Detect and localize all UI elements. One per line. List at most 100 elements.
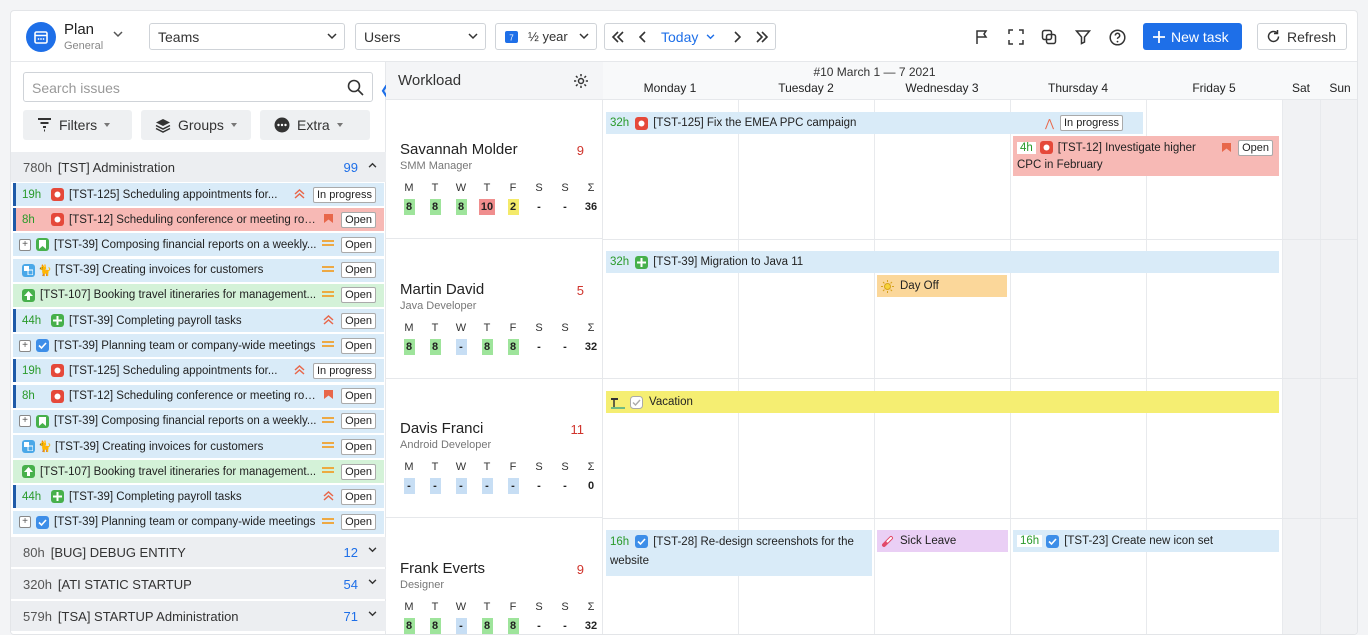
overlap-icon[interactable]	[1038, 26, 1060, 48]
status-badge[interactable]: Open	[341, 287, 376, 304]
period-select[interactable]: 7 ½ year	[495, 23, 597, 50]
last-period-button[interactable]	[749, 23, 776, 50]
search-input[interactable]: Search issues	[23, 72, 373, 102]
priority-medium-icon	[321, 264, 335, 277]
event-vacation[interactable]: Vacation	[606, 391, 1279, 413]
chevron-down-icon[interactable]	[368, 611, 377, 617]
issue-row[interactable]: [TST-107] Booking travel itineraries for…	[13, 460, 384, 484]
status-badge[interactable]: Open	[341, 388, 376, 405]
gear-icon[interactable]	[573, 73, 589, 89]
issue-row[interactable]: [TST-107] Booking travel itineraries for…	[13, 283, 384, 307]
issue-row[interactable]: + [TST-39] Composing financial reports on…	[13, 409, 384, 433]
issue-row[interactable]: 🐈 [TST-39] Creating invoices for customer…	[13, 258, 384, 282]
expand-icon[interactable]: +	[19, 516, 31, 529]
filters-button[interactable]: Filters	[23, 110, 132, 140]
plan-title[interactable]: Plan	[64, 21, 95, 38]
day-letter: F	[509, 461, 517, 473]
workload-value: 8	[429, 617, 441, 634]
status-badge[interactable]: Open	[341, 262, 376, 279]
event-sick-leave[interactable]: Sick Leave	[877, 530, 1008, 552]
refresh-button[interactable]: Refresh	[1257, 23, 1347, 50]
expand-icon[interactable]: +	[19, 339, 31, 352]
event-tst-12[interactable]: 4h [TST-12] Investigate higher Open CPC …	[1013, 136, 1279, 176]
person-name[interactable]: Davis Franci	[400, 420, 484, 437]
issue-row[interactable]: 8h [TST-12] Scheduling conference or meet…	[13, 208, 384, 232]
today-button[interactable]: Today	[655, 23, 725, 50]
issue-hours: 19h	[22, 188, 42, 201]
issue-title: [TST-39] Composing financial reports on …	[54, 238, 317, 251]
status-badge[interactable]: Open	[341, 312, 376, 329]
workload-value: -	[563, 480, 567, 492]
row-indicator	[13, 208, 16, 232]
issue-row[interactable]: 🐈 [TST-39] Creating invoices for customer…	[13, 435, 384, 458]
status-badge[interactable]: Open	[341, 236, 376, 253]
group-header[interactable]: 579h [TSA] STARTUP Administration 71	[11, 601, 386, 631]
group-header[interactable]: 320h [ATI STATIC STARTUP 54	[11, 569, 386, 599]
flag-icon[interactable]	[971, 26, 993, 48]
status-badge[interactable]: Open	[341, 337, 376, 354]
users-select[interactable]: Users	[355, 23, 486, 50]
person-name[interactable]: Savannah Molder	[400, 141, 518, 158]
groups-button[interactable]: Groups	[141, 110, 251, 140]
extra-button[interactable]: Extra	[260, 110, 370, 140]
status-badge[interactable]: Open	[341, 463, 376, 480]
person-name[interactable]: Frank Everts	[400, 559, 486, 577]
row-indicator	[13, 485, 16, 509]
double-chevron-right-icon	[756, 30, 769, 43]
issue-title: [TST-12] Scheduling conference or meetin…	[69, 390, 322, 403]
expand-icon[interactable]: +	[19, 238, 31, 251]
status-badge[interactable]: Open	[341, 413, 376, 430]
status-badge[interactable]: In progress	[312, 186, 376, 203]
next-period-button[interactable]	[724, 23, 750, 50]
workload-value: 32	[584, 340, 598, 353]
issue-row[interactable]: 19h [TST-125] Scheduling appointments for…	[13, 183, 384, 206]
prev-period-button[interactable]	[631, 23, 656, 50]
weekend-column-sun	[1321, 100, 1357, 634]
calendar-logo-icon[interactable]	[26, 22, 56, 52]
fullscreen-icon[interactable]	[1005, 26, 1027, 48]
issue-row[interactable]: 19h [TST-125] Scheduling appointments for…	[13, 359, 384, 383]
person-name[interactable]: Martin David	[400, 280, 485, 298]
event-tst-39[interactable]: 32h [TST-39] Migration to Java 11	[606, 251, 1279, 273]
issue-row[interactable]: + [TST-39] Composing financial reports on…	[13, 233, 384, 257]
event-tst-28[interactable]: 16h [TST-28] Re-design screenshots for t…	[606, 530, 872, 576]
issue-row[interactable]: + [TST-39] Planning team or company-wide …	[13, 334, 384, 358]
group-header-tst[interactable]: 780h [TST] Administration 99	[11, 152, 386, 182]
filter-icon[interactable]	[1072, 26, 1094, 48]
chevron-down-icon[interactable]	[368, 579, 377, 585]
event-tst-125[interactable]: 32h [TST-125] Fix the EMEA PPC campaign …	[606, 112, 1143, 134]
issue-title: [TST-107] Booking travel itineraries for…	[40, 289, 317, 302]
help-icon[interactable]	[1106, 26, 1128, 48]
issue-title: [TST-39] Completing payroll tasks	[69, 490, 242, 503]
event-day-off[interactable]: Day Off	[877, 275, 1007, 297]
issue-row[interactable]: + [TST-39] Planning team or company-wide …	[13, 510, 384, 534]
group-header[interactable]: 80h [BUG] DEBUG ENTITY 12	[11, 537, 386, 567]
teams-select[interactable]: Teams	[149, 23, 345, 50]
status-badge[interactable]: In progress	[312, 362, 376, 379]
task-icon	[1046, 534, 1060, 548]
issue-hours: 8h	[22, 390, 35, 403]
status-badge[interactable]: Open	[341, 438, 376, 455]
chevron-up-icon[interactable]	[368, 162, 377, 168]
status-badge[interactable]: Open	[341, 211, 376, 228]
chevron-down-icon[interactable]	[368, 547, 377, 553]
issue-row[interactable]: 8h [TST-12] Scheduling conference or meet…	[13, 384, 384, 408]
expand-icon[interactable]: +	[19, 415, 31, 428]
row-indicator	[13, 183, 16, 206]
first-period-button[interactable]	[604, 23, 632, 50]
new-task-button[interactable]: New task	[1143, 23, 1242, 50]
day-letter: Σ	[587, 182, 595, 194]
issue-row[interactable]: 44h [TST-39] Completing payroll tasks Open	[13, 309, 384, 332]
status-badge[interactable]: Open	[341, 488, 376, 505]
issue-row[interactable]: 44h [TST-39] Completing payroll tasks Open	[13, 485, 384, 509]
status-badge[interactable]: Open	[341, 514, 376, 531]
collapse-panel-icon[interactable]: ❮	[380, 83, 390, 97]
day-letter: T	[431, 600, 439, 613]
event-tst-23[interactable]: 16h [TST-23] Create new icon set	[1013, 530, 1279, 552]
search-icon[interactable]	[347, 79, 364, 96]
issues-panel: Search issues Filters Groups Extra 780h …	[11, 62, 386, 634]
chevron-down-icon[interactable]	[113, 31, 123, 38]
bug-icon	[51, 389, 64, 403]
